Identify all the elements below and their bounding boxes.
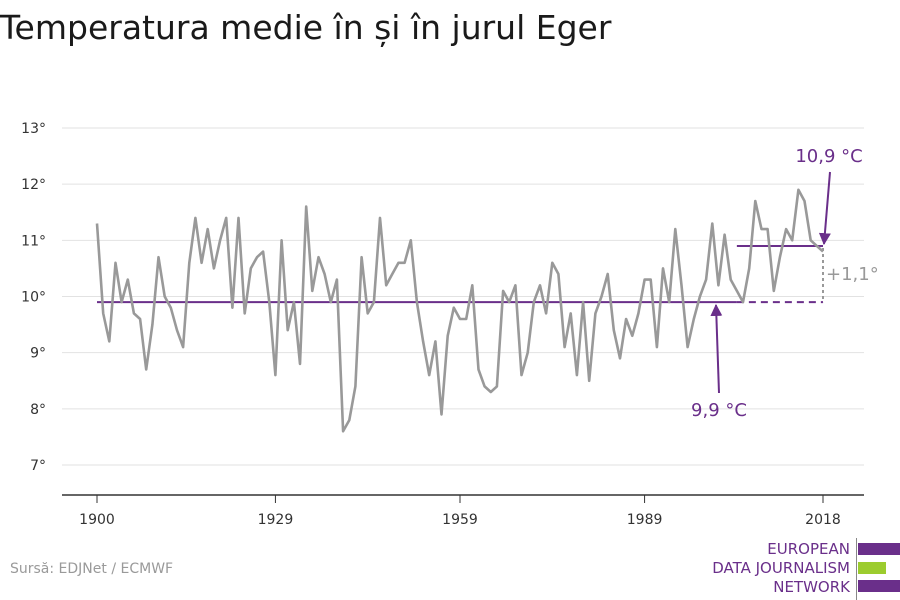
logo-line-2: DATA JOURNALISM [712,559,850,577]
logo-bar-purple-bottom [858,580,900,592]
annotation-layer: +1,1° 10,9 °C 9,9 °C [691,146,879,421]
grid-layer [62,127,864,466]
y-tick-label: 7° [30,458,46,474]
y-tick-label: 11° [21,233,46,249]
x-tick-label: 1929 [258,512,294,528]
x-tick-label: 1959 [442,512,478,528]
x-tick-label: 2018 [805,512,841,528]
x-tick-label: 1900 [79,512,115,528]
series-layer [95,188,824,433]
logo-bar-green [858,562,886,574]
y-tick-label: 9° [30,346,46,362]
y-tick-label: 8° [30,402,46,418]
baseline-average-arrow [710,303,723,394]
axis-layer: 7° 8° 9° 10° 11° 12° 13° 1900 1929 1959 1989 2018 [21,121,864,528]
logo-divider [856,538,857,600]
logo-bar-purple-top [858,543,900,555]
recent-average-label: 10,9 °C [795,146,862,167]
source-note: Sursă: EDJNet / ECMWF [10,561,174,577]
y-tick-label: 10° [21,290,46,306]
recent-average-arrow [818,171,831,246]
y-tick-label: 12° [21,177,46,193]
logo-line-3: NETWORK [773,578,850,596]
temperature-series-line [95,188,824,433]
baseline-average-label: 9,9 °C [691,400,747,421]
y-tick-label: 13° [21,121,46,137]
difference-label: +1,1° [826,264,879,285]
edjnet-logo: EUROPEAN DATA JOURNALISM NETWORK [700,538,900,600]
x-tick-label: 1989 [627,512,663,528]
logo-line-1: EUROPEAN [767,540,850,558]
chart-title: Temperatura medie în și în jurul Eger [0,8,612,47]
